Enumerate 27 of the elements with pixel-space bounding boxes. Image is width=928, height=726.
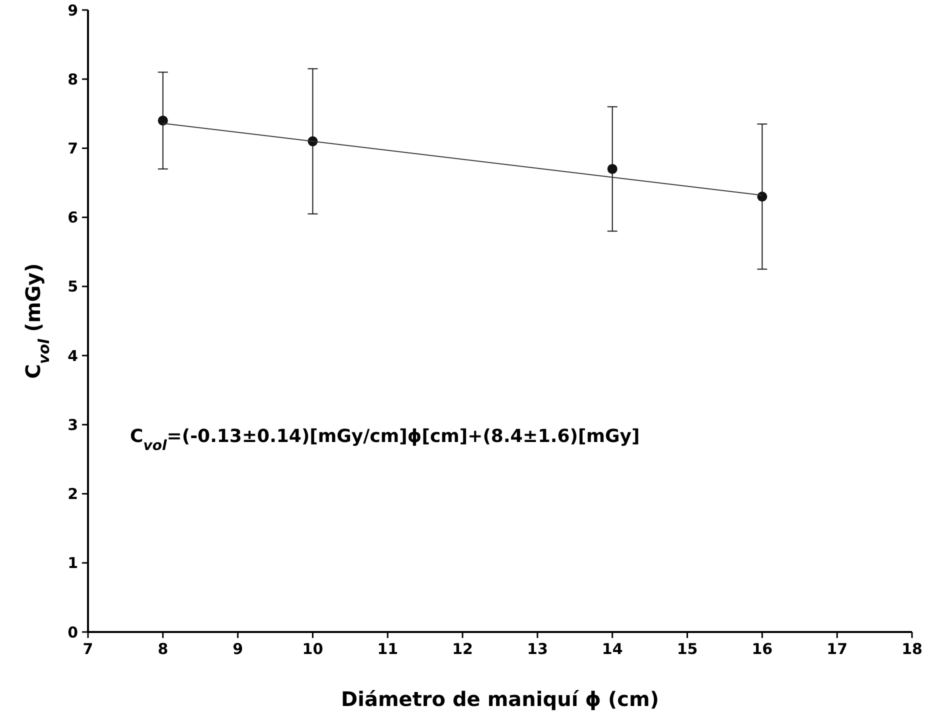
y-tick-label: 8	[68, 70, 78, 88]
y-tick-label: 0	[68, 623, 78, 642]
point	[158, 116, 168, 126]
x-tick-label: 12	[452, 640, 473, 658]
x-tick-label: 17	[826, 640, 848, 658]
x-tick-label: 18	[902, 640, 922, 658]
x-tick-label: 8	[158, 640, 168, 658]
y-tick-label: 4	[68, 346, 78, 365]
y-tick-label: 6	[68, 208, 78, 227]
x-tick-label: 11	[377, 640, 398, 658]
y-tick-label: 5	[68, 278, 78, 296]
x-axis-title: Diámetro de maniquí ϕ (cm)	[341, 687, 659, 711]
x-tick-label: 14	[602, 640, 623, 658]
x-tick-label: 9	[232, 640, 244, 658]
y-tick-label: 2	[68, 485, 78, 504]
annotation: C$_{vol}$=(-0.13±0.14)[mGy/cm]ϕ[cm]+(8.4±1.6)[mGy]	[130, 426, 640, 454]
y-tick-label: 3	[68, 416, 78, 434]
x-tick-label: 7	[82, 640, 94, 658]
x-tick-label: 16	[752, 640, 773, 658]
y-tick-label: 7	[68, 139, 78, 158]
y-tick-label: 1	[68, 554, 78, 572]
x-tick-label: 15	[676, 640, 698, 658]
x-tick-label: 13	[527, 640, 548, 658]
point	[607, 164, 618, 174]
x-tick-label: 10	[302, 640, 324, 658]
point	[757, 192, 768, 202]
y-tick-label: 9	[68, 1, 78, 20]
